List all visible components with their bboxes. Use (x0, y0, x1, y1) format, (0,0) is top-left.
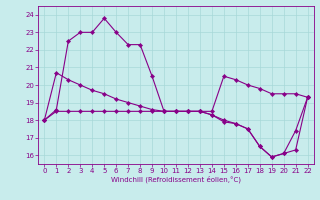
X-axis label: Windchill (Refroidissement éolien,°C): Windchill (Refroidissement éolien,°C) (111, 176, 241, 183)
